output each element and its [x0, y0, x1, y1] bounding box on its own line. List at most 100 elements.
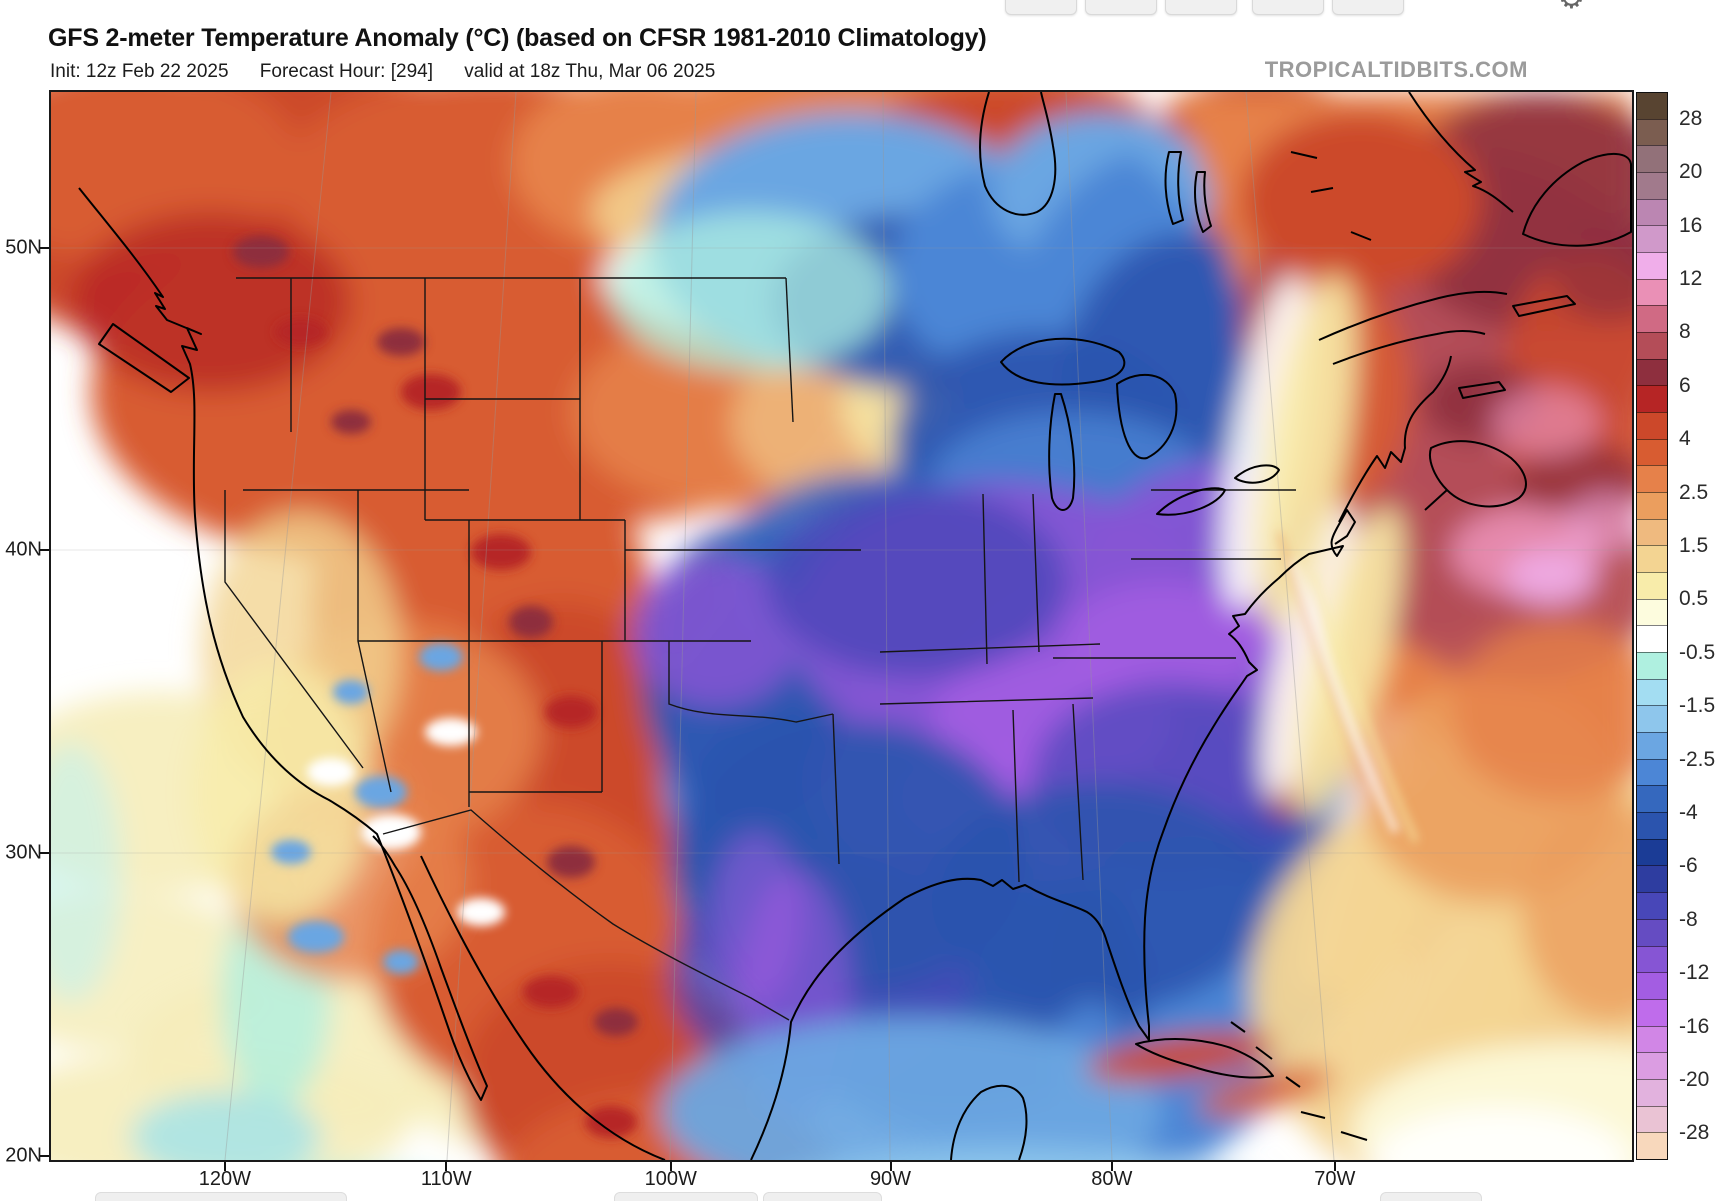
lat-tick-label: 20N: [5, 1144, 42, 1167]
top-toolbar-button[interactable]: [1332, 0, 1404, 15]
colorbar-segment: [1637, 892, 1667, 919]
lon-tick-mark: [445, 1162, 448, 1171]
init-time: Init: 12z Feb 22 2025: [50, 61, 229, 82]
colorbar-segment: [1637, 812, 1667, 839]
lon-tick-label: 90W: [869, 1168, 912, 1190]
lat-tick-label: 30N: [5, 841, 42, 864]
colorbar-label: -8: [1679, 907, 1698, 931]
top-toolbar-button[interactable]: [1005, 0, 1077, 15]
state-borders: [224, 277, 1296, 1021]
colorbar-label: -1.5: [1679, 694, 1716, 718]
colorbar-label: 16: [1679, 213, 1703, 237]
lon-tick-mark: [1333, 1162, 1336, 1171]
colorbar-segment: [1637, 172, 1667, 199]
anomaly-map: [49, 90, 1634, 1162]
colorbar-segment: [1637, 465, 1667, 493]
lon-tick-label: 110W: [420, 1168, 472, 1190]
colorbar-label: -20: [1679, 1067, 1710, 1091]
coastlines: [78, 92, 1632, 1160]
colorbar-segment: [1637, 518, 1667, 546]
lat-tick-mark: [40, 1154, 49, 1157]
colorbar-segment: [1637, 1078, 1667, 1106]
colorbar-segment: [1637, 678, 1667, 706]
lon-tick-mark: [223, 1162, 226, 1171]
forecast-hour: Forecast Hour: [294]: [259, 61, 433, 82]
valid-time: valid at 18z Thu, Mar 06 2025: [464, 61, 716, 82]
colorbar-segment: [1637, 278, 1667, 306]
colorbar-segment: [1637, 252, 1667, 279]
colorbar-segment: [1637, 598, 1667, 626]
colorbar-segment: [1637, 145, 1667, 173]
colorbar-segment: [1637, 412, 1667, 439]
colorbar-label: -6: [1679, 854, 1698, 878]
colorbar-segment: [1637, 998, 1667, 1026]
anomaly-map-graphic: [51, 92, 1632, 1160]
lat-tick-mark: [40, 549, 49, 552]
colorbar-label: 2.5: [1679, 480, 1709, 504]
lon-tick-label: 120W: [198, 1168, 252, 1190]
lat-tick-mark: [40, 246, 49, 249]
colorbar-label: 6: [1679, 373, 1691, 397]
colorbar-segment: [1637, 545, 1667, 573]
colorbar-label: 4: [1679, 427, 1691, 451]
colorbar-segment: [1637, 945, 1667, 973]
colorbar-label: -12: [1679, 961, 1710, 985]
colorbar-label: -16: [1679, 1014, 1710, 1038]
colorbar-segment: [1637, 705, 1667, 733]
colorbar-label: 8: [1679, 320, 1691, 344]
colorbar-segment: [1637, 572, 1667, 599]
colorbar-segment: [1637, 758, 1667, 786]
graticule-lines: [51, 92, 1632, 1160]
bottom-toolbar-button[interactable]: [1380, 1192, 1482, 1201]
top-toolbar-button[interactable]: [1085, 0, 1157, 15]
lon-tick-mark: [889, 1162, 892, 1171]
colorbar-segment: [1637, 385, 1667, 413]
colorbar-segment: [1637, 1025, 1667, 1053]
colorbar-label: 20: [1679, 160, 1703, 184]
colorbar-segment: [1637, 492, 1667, 519]
colorbar-label: -0.5: [1679, 640, 1716, 664]
colorbar-segment: [1637, 1105, 1667, 1133]
settings-gear-icon[interactable]: ⚙: [1556, 0, 1590, 11]
colorbar-segment: [1637, 652, 1667, 679]
colorbar-segment: [1637, 93, 1667, 119]
colorbar-segment: [1637, 838, 1667, 866]
colorbar-segment: [1637, 1132, 1667, 1159]
bottom-toolbar-button[interactable]: [614, 1192, 758, 1201]
top-toolbar-button[interactable]: [1252, 0, 1324, 15]
lat-tick-label: 40N: [5, 538, 42, 561]
page-title: GFS 2-meter Temperature Anomaly (°C) (ba…: [48, 24, 987, 52]
colorbar-segment: [1637, 865, 1667, 893]
bottom-toolbar-button[interactable]: [95, 1192, 347, 1201]
lat-tick-label: 50N: [5, 236, 42, 259]
colorbar-segment: [1637, 1052, 1667, 1079]
colorbar-label: -2.5: [1679, 747, 1716, 771]
run-info: Init: 12z Feb 22 2025 Forecast Hour: [29…: [50, 61, 741, 83]
colorbar-segment: [1637, 225, 1667, 253]
top-toolbar-button[interactable]: [1165, 0, 1237, 15]
colorbar-segment: [1637, 438, 1667, 466]
colorbar-label: -4: [1679, 800, 1698, 824]
colorbar-label: 12: [1679, 266, 1703, 290]
colorbar-segment: [1637, 358, 1667, 386]
site-watermark: TROPICALTIDBITS.COM: [1264, 57, 1528, 82]
colorbar-segment: [1637, 625, 1667, 653]
lon-tick-label: 70W: [1314, 1168, 1356, 1190]
bottom-toolbar-button[interactable]: [763, 1192, 882, 1201]
lon-tick-mark: [1110, 1162, 1113, 1171]
colorbar-segment: [1637, 918, 1667, 946]
lon-tick-label: 80W: [1091, 1168, 1133, 1190]
colorbar: [1636, 92, 1668, 1160]
colorbar-segment: [1637, 198, 1667, 226]
lon-tick-mark: [669, 1162, 672, 1171]
colorbar-segment: [1637, 118, 1667, 146]
colorbar-label: 0.5: [1679, 587, 1709, 611]
colorbar-label: -28: [1679, 1121, 1710, 1145]
colorbar-segment: [1637, 972, 1667, 999]
lat-tick-mark: [40, 852, 49, 855]
colorbar-label: 1.5: [1679, 533, 1709, 557]
colorbar-segment: [1637, 332, 1667, 359]
colorbar-segment: [1637, 305, 1667, 333]
lon-tick-label: 100W: [644, 1168, 697, 1190]
